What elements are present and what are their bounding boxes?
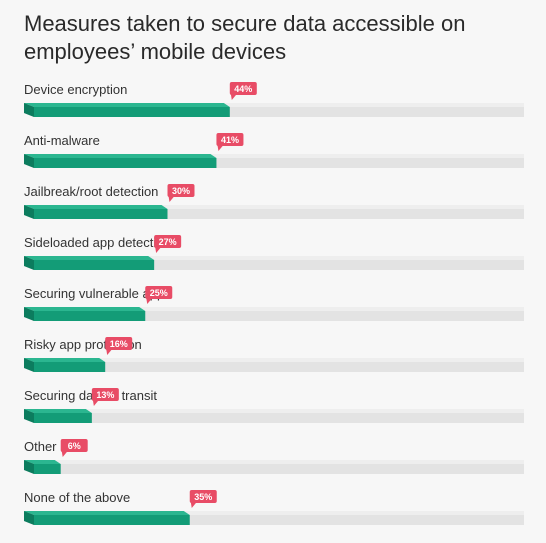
category-label: Anti-malware bbox=[24, 133, 100, 148]
badge-pointer bbox=[106, 349, 113, 355]
bar bbox=[34, 311, 146, 321]
badge-pointer bbox=[61, 451, 68, 457]
bar-row: None of the above 35% bbox=[24, 490, 524, 525]
bar-row: Jailbreak/root detection 30% bbox=[24, 184, 524, 219]
bar-top bbox=[24, 511, 190, 515]
badge-pointer bbox=[168, 196, 175, 202]
track-top bbox=[34, 358, 524, 362]
value-badge bbox=[91, 388, 119, 401]
data-label: 25% bbox=[150, 288, 168, 298]
track-face bbox=[34, 311, 524, 321]
value-badge bbox=[105, 337, 133, 350]
bar-row: Other 6% bbox=[24, 439, 524, 474]
value-badge bbox=[189, 490, 217, 503]
bar-top bbox=[24, 205, 168, 209]
bar-row: Anti-malware 41% bbox=[24, 133, 524, 168]
bar bbox=[34, 362, 106, 372]
category-label: Securing vulnerable apps bbox=[24, 286, 171, 301]
value-badge bbox=[216, 133, 244, 146]
bar-side bbox=[24, 460, 34, 474]
badge-pointer bbox=[230, 94, 237, 100]
bar-top bbox=[24, 103, 230, 107]
bar-side bbox=[24, 409, 34, 423]
bar-top bbox=[24, 256, 155, 260]
bar-top bbox=[24, 409, 92, 413]
track-face bbox=[34, 413, 524, 423]
value-badge bbox=[145, 286, 173, 299]
bar-side bbox=[24, 154, 34, 168]
bar-side bbox=[24, 511, 34, 525]
track-face bbox=[34, 107, 524, 117]
track-top bbox=[34, 256, 524, 260]
data-label: 6% bbox=[68, 441, 81, 451]
track-face bbox=[34, 209, 524, 219]
bar-top bbox=[24, 307, 146, 311]
bar-side bbox=[24, 307, 34, 321]
chart-title: Measures taken to secure data accessible… bbox=[24, 11, 466, 64]
track-face bbox=[34, 158, 524, 168]
value-badge bbox=[229, 82, 257, 95]
value-badge bbox=[154, 235, 182, 248]
bar bbox=[34, 260, 155, 270]
category-label: Sideloaded app detection bbox=[24, 235, 171, 250]
category-label: Device encryption bbox=[24, 82, 127, 97]
bar-side bbox=[24, 358, 34, 372]
track-top bbox=[34, 460, 524, 464]
track-face bbox=[34, 515, 524, 525]
value-badge bbox=[167, 184, 195, 197]
data-label: 27% bbox=[159, 237, 177, 247]
category-label: Jailbreak/root detection bbox=[24, 184, 158, 199]
data-label: 41% bbox=[221, 135, 239, 145]
bar bbox=[34, 158, 217, 168]
data-label: 30% bbox=[172, 186, 190, 196]
badge-pointer bbox=[217, 145, 224, 151]
bar bbox=[34, 107, 230, 117]
track-top bbox=[34, 307, 524, 311]
badge-pointer bbox=[190, 502, 197, 508]
bar bbox=[34, 515, 190, 525]
bar-side bbox=[24, 205, 34, 219]
data-label: 13% bbox=[96, 390, 114, 400]
category-label: None of the above bbox=[24, 490, 130, 505]
data-label: 35% bbox=[194, 492, 212, 502]
bar-row: Device encryption 44% bbox=[24, 82, 524, 117]
track-face bbox=[34, 362, 524, 372]
bar-side bbox=[24, 256, 34, 270]
bar bbox=[34, 209, 168, 219]
data-label: 44% bbox=[234, 84, 252, 94]
bar-top bbox=[24, 154, 217, 158]
value-badge bbox=[60, 439, 88, 452]
bar-side bbox=[24, 103, 34, 117]
badge-pointer bbox=[146, 298, 153, 304]
category-label: Securing data in transit bbox=[24, 388, 157, 403]
badge-pointer bbox=[155, 247, 162, 253]
bar bbox=[34, 464, 61, 474]
category-label: Other bbox=[24, 439, 57, 454]
bar-top bbox=[24, 358, 106, 362]
bar-top bbox=[24, 460, 61, 464]
data-label: 16% bbox=[110, 339, 128, 349]
track-top bbox=[34, 409, 524, 413]
bar bbox=[34, 413, 92, 423]
track-face bbox=[34, 464, 524, 474]
badge-pointer bbox=[92, 400, 99, 406]
track-face bbox=[34, 260, 524, 270]
